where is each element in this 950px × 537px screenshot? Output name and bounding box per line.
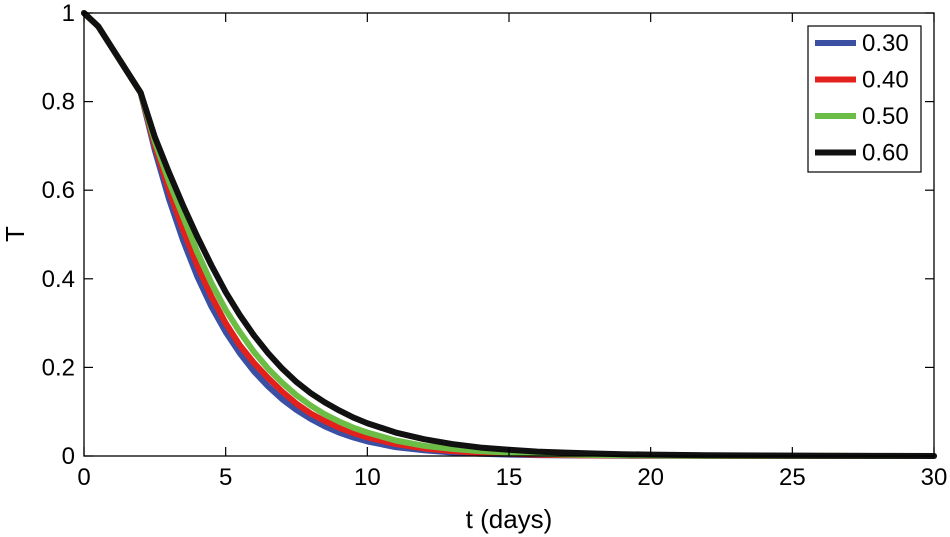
legend-box [807, 25, 922, 173]
x-tick-label-4: 20 [637, 464, 664, 491]
y-tick-label-0: 0 [62, 443, 75, 470]
y-tick-label-5: 1 [62, 0, 75, 27]
x-tick-label-5: 25 [779, 464, 806, 491]
legend-label-0-50: 0.50 [862, 103, 909, 130]
tick-labels-layer: 0 5 10 15 20 25 30 0 0.2 0.4 0.6 0.8 1 [42, 0, 948, 491]
legend-label-0-40: 0.40 [862, 67, 909, 94]
x-tick-label-3: 15 [496, 464, 523, 491]
y-tick-label-2: 0.4 [42, 266, 75, 293]
legend-label-0-30: 0.30 [862, 30, 909, 57]
y-axis-label: T [0, 226, 30, 242]
y-tick-label-3: 0.6 [42, 177, 75, 204]
legend: 0.30 0.40 0.50 0.60 [807, 25, 922, 173]
y-tick-label-4: 0.8 [42, 89, 75, 116]
x-axis-label: t (days) [466, 504, 553, 534]
ticks-layer [83, 12, 935, 457]
series-line-0-60 [81, 10, 937, 459]
x-tick-label-6: 30 [921, 464, 948, 491]
y-tick-label-1: 0.2 [42, 354, 75, 381]
plot-area [84, 13, 934, 456]
legend-label-0-60: 0.60 [862, 140, 909, 167]
x-tick-label-2: 10 [354, 464, 381, 491]
legend-entries: 0.30 0.40 0.50 0.60 [815, 30, 909, 167]
x-tick-label-0: 0 [77, 464, 90, 491]
x-tick-label-1: 5 [219, 464, 232, 491]
